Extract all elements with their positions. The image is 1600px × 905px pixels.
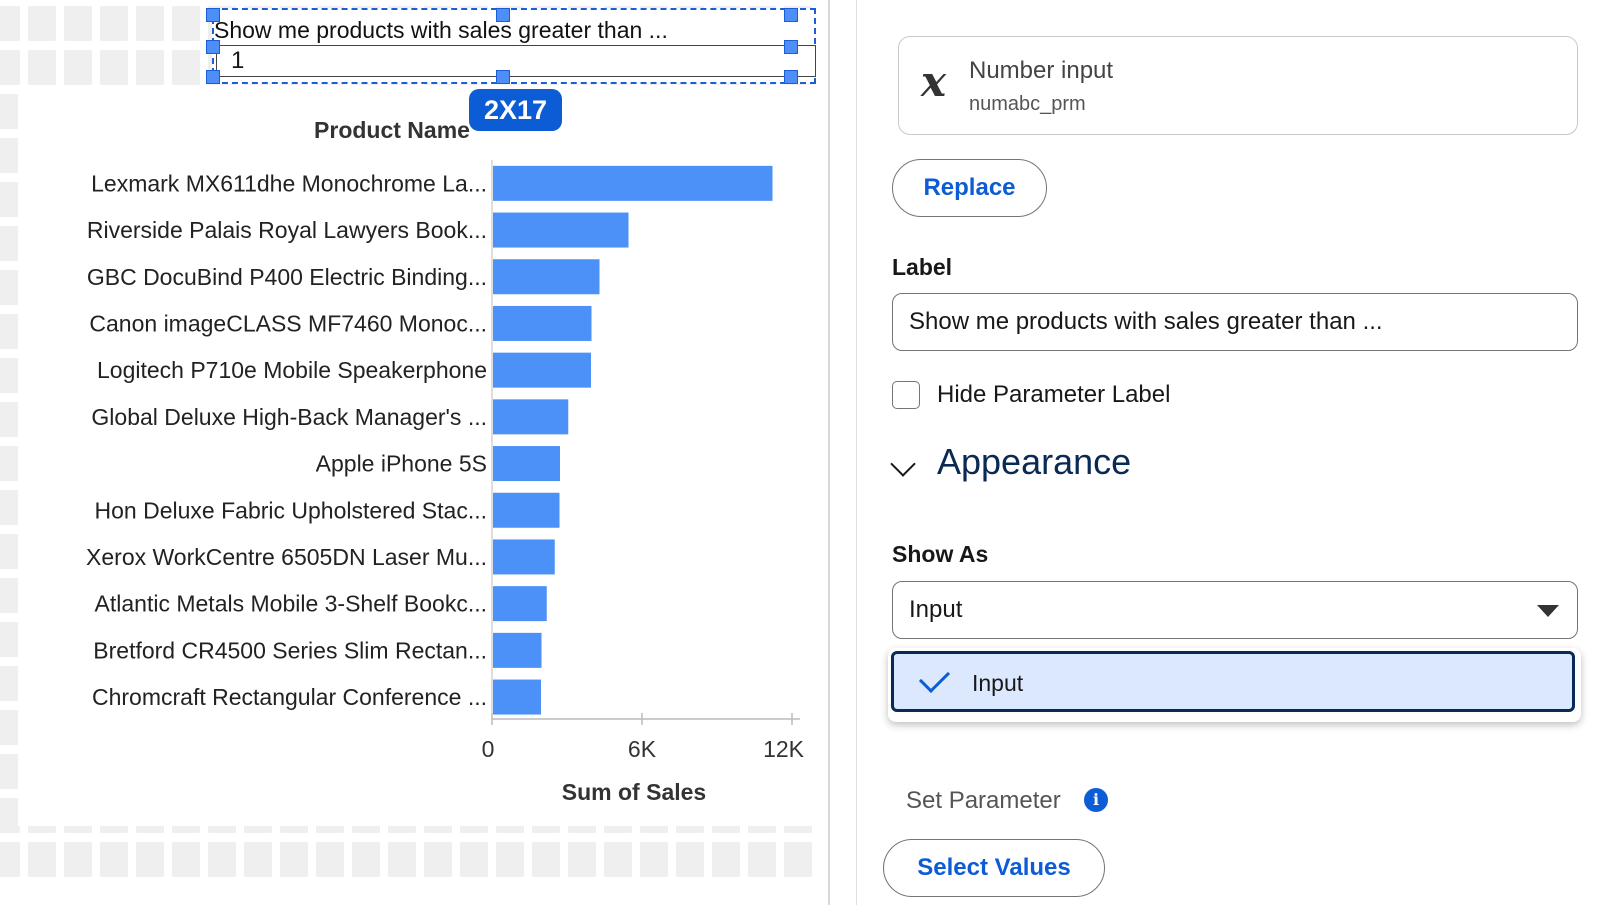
show-as-select[interactable]: Input bbox=[892, 581, 1578, 639]
category-label: Bretford CR4500 Series Slim Rectan... bbox=[93, 637, 487, 663]
bar[interactable] bbox=[493, 632, 542, 668]
variable-type: Number input bbox=[969, 57, 1114, 84]
bar[interactable] bbox=[493, 446, 560, 482]
category-label: Global Deluxe High-Back Manager's ... bbox=[91, 404, 487, 430]
chevron-down-icon[interactable] bbox=[890, 451, 916, 477]
bar[interactable] bbox=[493, 352, 591, 388]
resize-handle-top[interactable] bbox=[496, 8, 510, 22]
x-tick-label: 0 bbox=[482, 736, 495, 762]
dropdown-option-label: Input bbox=[972, 670, 1024, 696]
variable-name: numabc_prm bbox=[969, 93, 1086, 115]
caret-down-icon bbox=[1537, 605, 1559, 617]
resize-handle-top-right[interactable] bbox=[784, 8, 798, 22]
variable-x-icon: x bbox=[921, 57, 947, 106]
select-values-button[interactable]: Select Values bbox=[883, 839, 1105, 897]
category-label: Canon PC1080F Personal Copier bbox=[144, 731, 487, 757]
resize-handle-top-left[interactable] bbox=[206, 8, 220, 22]
dropdown-option-input[interactable]: Input bbox=[891, 651, 1575, 712]
parameter-label: Show me products with sales greater than… bbox=[214, 17, 668, 43]
info-icon[interactable]: i bbox=[1084, 788, 1108, 812]
show-as-dropdown-menu: Input bbox=[888, 648, 1581, 722]
bar[interactable] bbox=[493, 305, 592, 341]
appearance-section-title[interactable]: Appearance bbox=[937, 441, 1132, 482]
bar-chart: Product Name Lexmark MX611dhe Monochrome … bbox=[86, 117, 805, 805]
label-input[interactable]: Show me products with sales greater than… bbox=[892, 293, 1578, 351]
show-as-title: Show As bbox=[892, 541, 989, 567]
bar[interactable] bbox=[493, 212, 629, 248]
x-tick-label: 12K bbox=[763, 736, 805, 762]
hide-parameter-label-checkbox[interactable] bbox=[892, 381, 920, 409]
resize-handle-left[interactable] bbox=[206, 40, 220, 54]
bar-chart-widget[interactable]: Product Name Lexmark MX611dhe Monochrome … bbox=[18, 86, 814, 826]
category-label: GBC DocuBind P400 Electric Binding... bbox=[87, 264, 487, 290]
category-label: Riverside Palais Royal Lawyers Book... bbox=[87, 217, 487, 243]
category-label: Logitech P710e Mobile Speakerphone bbox=[97, 357, 487, 383]
bar[interactable] bbox=[493, 586, 547, 622]
hide-parameter-label-text[interactable]: Hide Parameter Label bbox=[937, 381, 1171, 408]
variable-card[interactable]: x Number input numabc_prm bbox=[898, 36, 1578, 135]
resize-handle-bottom[interactable] bbox=[496, 70, 510, 84]
bar[interactable] bbox=[493, 259, 600, 295]
bar[interactable] bbox=[493, 539, 555, 575]
x-axis-title: Sum of Sales bbox=[562, 779, 706, 805]
category-label: Hon Deluxe Fabric Upholstered Stac... bbox=[95, 497, 487, 523]
x-tick-label: 6K bbox=[628, 736, 657, 762]
bar[interactable] bbox=[493, 399, 569, 435]
widget-size-badge: 2X17 bbox=[469, 89, 562, 131]
resize-handle-bottom-right[interactable] bbox=[784, 70, 798, 84]
bar[interactable] bbox=[493, 492, 560, 528]
category-label: Chromcraft Rectangular Conference ... bbox=[92, 684, 487, 710]
parameter-number-input[interactable]: 1 bbox=[216, 45, 816, 77]
set-parameter-label: Set Parameter bbox=[906, 787, 1061, 814]
category-label: Apple iPhone 5S bbox=[316, 451, 487, 477]
checkmark-icon bbox=[918, 661, 951, 694]
bar[interactable] bbox=[493, 165, 773, 201]
bar[interactable] bbox=[493, 726, 537, 761]
y-axis-title: Product Name bbox=[314, 117, 470, 143]
category-label: Xerox WorkCentre 6505DN Laser Mu... bbox=[86, 544, 487, 570]
bar[interactable] bbox=[493, 679, 541, 715]
resize-handle-bottom-left[interactable] bbox=[206, 70, 220, 84]
panel-divider bbox=[856, 0, 857, 905]
dashboard-canvas[interactable]: Product Name Lexmark MX611dhe Monochrome … bbox=[0, 0, 830, 905]
category-label: Canon imageCLASS MF7460 Monoc... bbox=[89, 310, 487, 336]
canvas-border bbox=[828, 0, 830, 905]
label-field-title: Label bbox=[892, 254, 953, 280]
show-as-selected-value: Input bbox=[909, 596, 963, 623]
category-label: Lexmark MX611dhe Monochrome La... bbox=[91, 170, 487, 196]
replace-button[interactable]: Replace bbox=[892, 159, 1047, 217]
resize-handle-right[interactable] bbox=[784, 40, 798, 54]
category-label: Atlantic Metals Mobile 3-Shelf Bookc... bbox=[95, 591, 487, 617]
